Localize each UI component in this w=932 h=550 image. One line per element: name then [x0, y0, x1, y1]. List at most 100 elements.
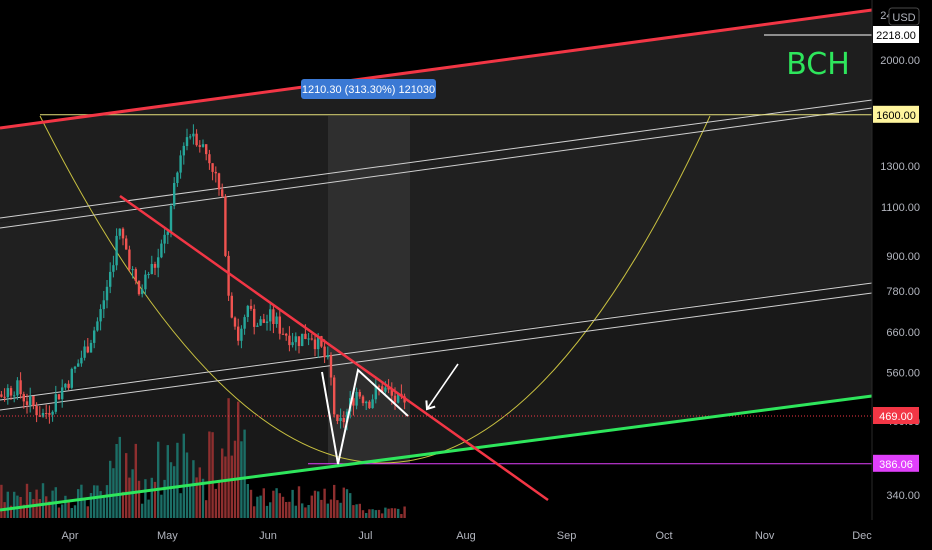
candle-body [121, 228, 125, 239]
candle-body [118, 228, 121, 236]
candle-body [329, 355, 333, 378]
volume-bar [86, 506, 89, 518]
volume-bar [195, 477, 198, 518]
volume-bar [198, 467, 201, 518]
candle-body [179, 155, 182, 173]
volume-bar [144, 479, 147, 518]
candle-body [19, 380, 22, 395]
volume-bar [304, 507, 307, 518]
volume-bar [141, 503, 144, 518]
volume-bar [128, 477, 131, 518]
candle-body [192, 133, 195, 137]
candle-body [281, 333, 285, 335]
volume-bar [262, 488, 265, 518]
volume-bar [224, 456, 227, 518]
candle-body [185, 137, 189, 146]
candle-body [115, 235, 118, 266]
volume-bar [227, 398, 230, 518]
volume-bar [125, 453, 128, 518]
volume-bar [70, 508, 73, 518]
volume-bar [403, 506, 406, 518]
candle-body [134, 269, 137, 281]
candle-body [221, 189, 224, 197]
x-tick-label: May [157, 530, 178, 542]
candle-body [384, 387, 387, 392]
volume-bar [368, 509, 371, 518]
candle-body [160, 243, 163, 258]
volume-bar [361, 510, 365, 518]
candle-body [275, 316, 278, 324]
candle-body [205, 144, 208, 155]
volume-bar [102, 497, 105, 518]
price-tag: 386.06 [879, 459, 913, 471]
volume-bar [355, 504, 358, 518]
candle-body [313, 339, 317, 350]
candle-body [230, 295, 233, 318]
candle-body [189, 136, 192, 138]
w-pattern-drawing [321, 368, 409, 465]
volume-bar [307, 505, 310, 518]
currency-badge[interactable]: USD [892, 12, 915, 24]
volume-bar [189, 485, 192, 518]
candle-body [368, 401, 371, 409]
price-candles [0, 124, 406, 431]
candle-body [374, 385, 377, 400]
candle-body [294, 336, 297, 343]
volume-bar [32, 499, 35, 518]
volume-bar [393, 508, 397, 518]
candle-body [73, 366, 77, 369]
volume-bar [323, 488, 326, 518]
volume-bar [150, 477, 153, 518]
volume-bar [160, 494, 163, 518]
price-tags: 2218.00 1600.00 469.00 386.06 [873, 26, 919, 472]
candle-body [237, 326, 240, 341]
candle-body [163, 234, 166, 244]
candle-body [102, 300, 105, 310]
y-tick-label: 900.00 [886, 251, 920, 263]
x-tick-label: Dec [852, 530, 872, 542]
channel-line-white-4 [0, 292, 873, 411]
candle-body [198, 145, 201, 147]
measure-tooltip: 1210.30 (313.30%) 121030 [302, 84, 435, 96]
volume-bar [297, 486, 301, 518]
candle-body [195, 133, 198, 146]
volume-bar [371, 509, 374, 518]
volume-bar [278, 493, 281, 518]
candle-body [105, 286, 109, 301]
candle-body [358, 392, 361, 397]
volume-bar [25, 483, 29, 518]
candle-body [45, 413, 48, 414]
candle-body [144, 274, 147, 290]
volume-bar [397, 508, 400, 518]
candle-body [83, 346, 86, 358]
candle-body [96, 321, 99, 331]
candle-body [269, 309, 272, 322]
price-tag-bg [873, 407, 919, 424]
volume-bar [208, 431, 211, 518]
volume-bar [115, 444, 118, 518]
candle-body [3, 396, 6, 398]
candle-body [326, 355, 329, 358]
candle-body [333, 377, 336, 415]
candle-body [323, 346, 326, 358]
channel-line-white-1 [0, 99, 873, 219]
candle-body [176, 172, 179, 183]
price-tag: 2218.00 [876, 30, 916, 42]
candle-body [109, 271, 112, 287]
candle-body [77, 363, 80, 367]
candle-body [214, 171, 217, 174]
volume-bar [192, 460, 195, 518]
candle-body [393, 395, 397, 403]
candle-body [320, 336, 323, 347]
candle-body [272, 309, 275, 324]
volume-bar [176, 442, 179, 518]
candle-body [57, 394, 61, 400]
volume-bar [217, 480, 221, 518]
candle-body [128, 249, 131, 270]
candle-body [131, 269, 134, 271]
volume-bar [61, 504, 64, 518]
volume-bar [265, 505, 269, 518]
candle-body [336, 414, 339, 421]
